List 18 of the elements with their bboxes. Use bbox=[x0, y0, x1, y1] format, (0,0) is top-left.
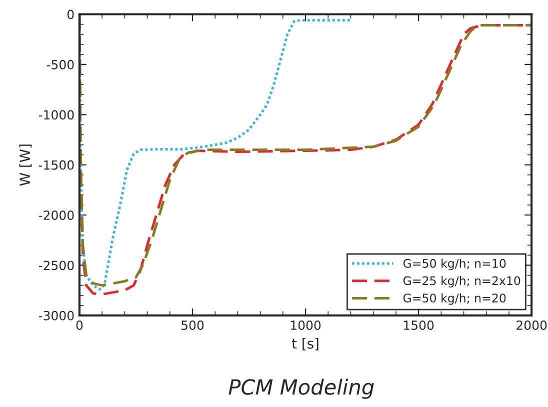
y-tick-label: 0 bbox=[67, 10, 74, 20]
x-tick-label: 1000 bbox=[290, 320, 321, 330]
y-tick-label: -2000 bbox=[38, 210, 74, 220]
legend-label: G=50 kg/h; n=10 bbox=[403, 258, 506, 270]
legend-label: G=25 kg/h; n=2x10 bbox=[403, 276, 520, 288]
text: PCM Modeling bbox=[228, 378, 374, 399]
y-tick-label: -1000 bbox=[38, 110, 74, 120]
y-axis-title: W [W] bbox=[19, 144, 32, 186]
x-tick-label: 1500 bbox=[404, 320, 434, 330]
x-tick-label: 500 bbox=[182, 320, 204, 330]
y-tick-label: -2500 bbox=[38, 260, 74, 270]
legend-label: G=50 kg/h; n=20 bbox=[403, 293, 506, 305]
x-tick-label: 0 bbox=[76, 320, 83, 330]
x-axis-title: t [s] bbox=[292, 338, 318, 350]
y-tick-label: -500 bbox=[46, 60, 74, 70]
y-tick-label: -3000 bbox=[38, 310, 74, 320]
x-tick-label: 2000 bbox=[516, 320, 547, 330]
y-tick-label: -1500 bbox=[38, 160, 74, 170]
